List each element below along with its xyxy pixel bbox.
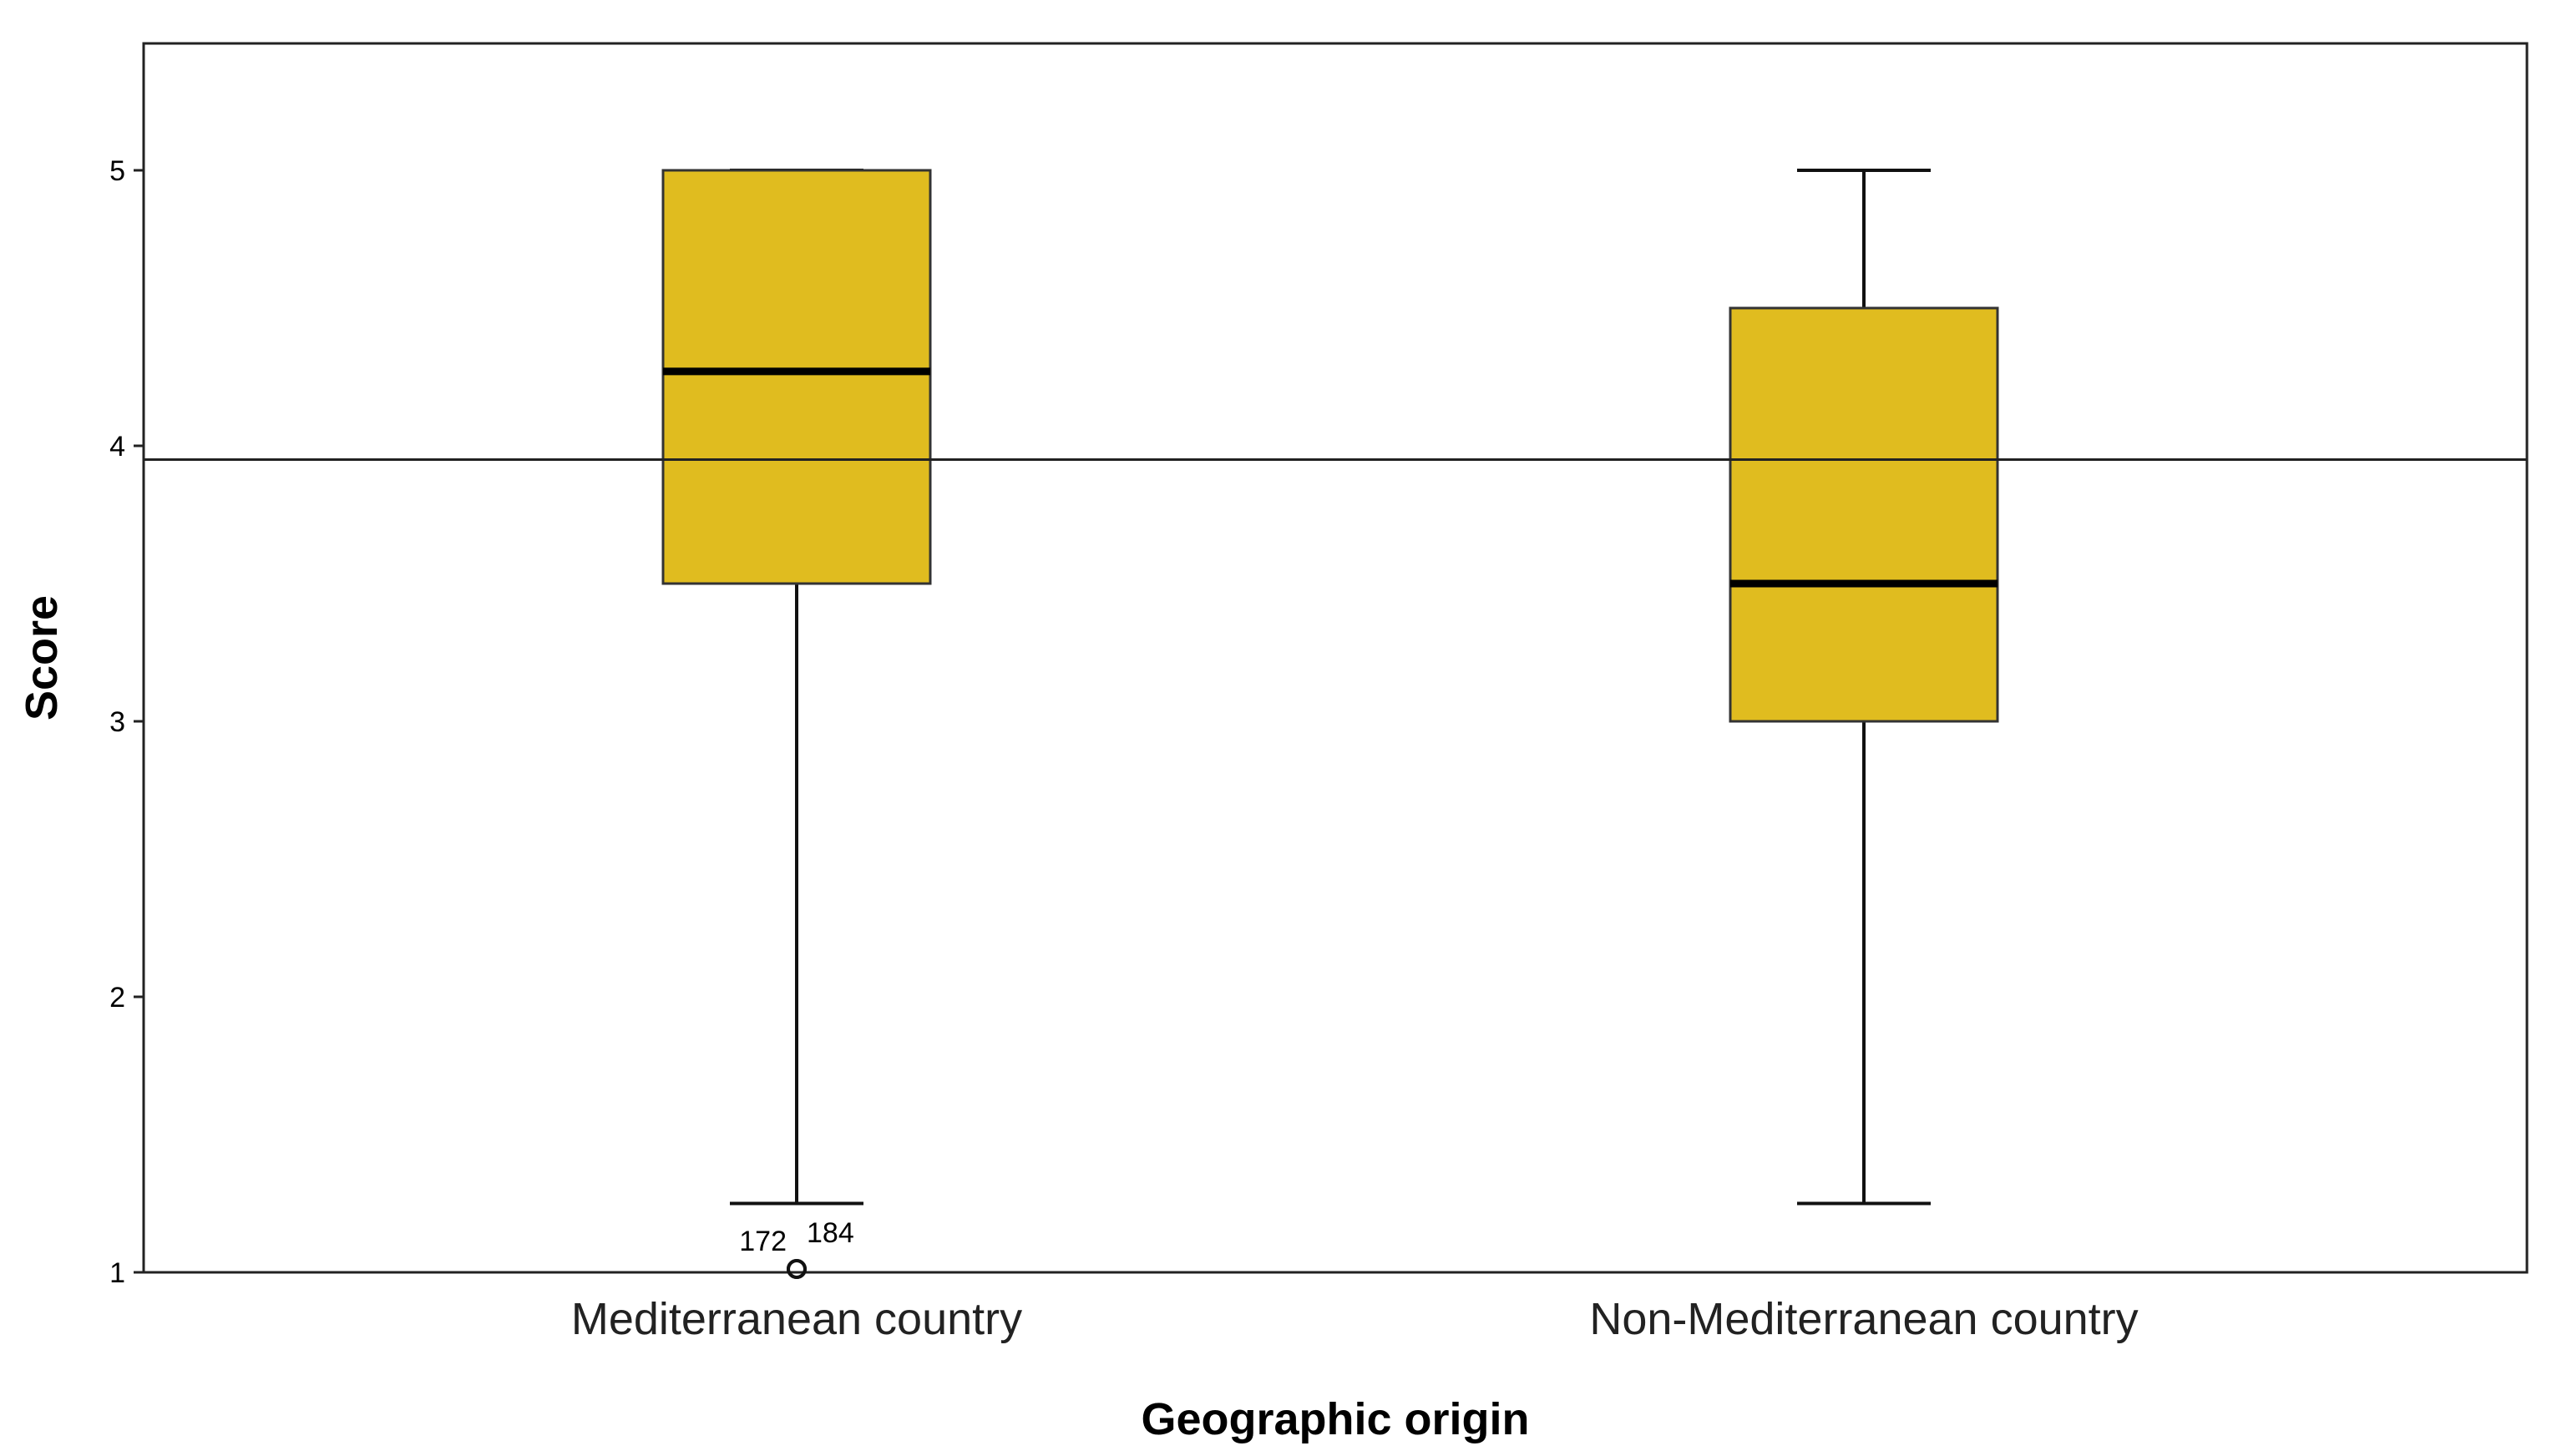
x-category-label: Non-Mediterranean country: [1589, 1294, 2138, 1344]
y-axis-title: Score: [17, 595, 67, 720]
x-axis-category-labels: Mediterranean country Non-Mediterranean c…: [571, 1294, 2139, 1344]
outlier-label: 184: [807, 1217, 854, 1249]
x-axis-title: Geographic origin: [1141, 1394, 1529, 1444]
outlier-label: 172: [739, 1226, 787, 1257]
y-tick-label: 2: [109, 982, 125, 1014]
y-tick-label: 1: [109, 1257, 125, 1289]
outlier-point: [787, 1259, 807, 1279]
x-category-label: Mediterranean country: [571, 1294, 1022, 1344]
boxes-layer: 172 184: [661, 169, 1999, 1279]
box-group: [1729, 169, 1999, 1206]
y-tick-label: 3: [109, 706, 125, 738]
box-iqr: [661, 169, 932, 585]
y-tick-label: 5: [109, 155, 125, 187]
y-tick-label: 4: [109, 431, 125, 463]
plot-area-frame: [142, 42, 2529, 1274]
y-axis-ticks: 1 2 3 4 5: [109, 155, 144, 1289]
box-iqr: [1729, 306, 1999, 723]
box-group: 172 184: [661, 169, 932, 1279]
